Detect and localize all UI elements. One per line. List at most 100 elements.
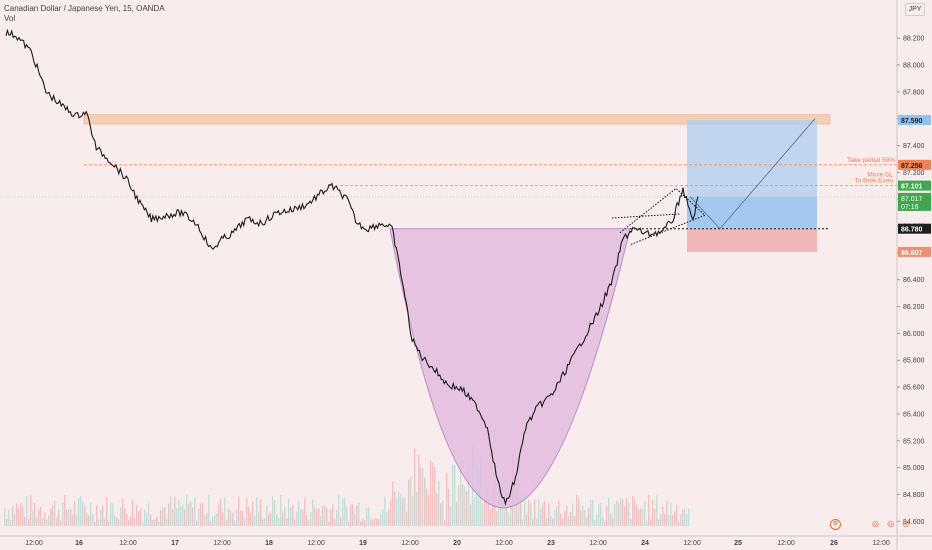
y-tick-label: 86.200 (903, 304, 925, 311)
take-profit-zone-filled (687, 196, 817, 229)
price-series (5, 28, 699, 506)
volume-bar (128, 520, 130, 526)
volume-bar (656, 495, 658, 526)
volume-bar (646, 521, 648, 526)
y-tick-label: 88.000 (903, 62, 925, 69)
symbol-title: Canadian Dollar / Japanese Yen, 15, OAND… (4, 4, 165, 13)
price-label-bg (898, 223, 931, 234)
volume-bar (94, 521, 96, 526)
volume-bar (150, 514, 152, 526)
volume-bar (430, 460, 432, 526)
y-tick-label: 87.200 (903, 170, 925, 177)
volume-bar (548, 503, 550, 526)
volume-bar (594, 519, 596, 526)
volume-bar (670, 503, 672, 526)
volume-bar (398, 491, 400, 526)
volume-bar (4, 508, 6, 526)
volume-bar (492, 487, 494, 526)
volume-bar (316, 509, 318, 526)
volume-bar (598, 504, 600, 526)
volume-bar (306, 515, 308, 526)
volume-bar (376, 518, 378, 526)
volume-bar (558, 500, 560, 526)
volume-bar (204, 516, 206, 526)
volume-bar (210, 521, 212, 526)
volume-bar (30, 495, 32, 526)
volume-bar (648, 494, 650, 526)
price-label: 86.780 (901, 227, 923, 234)
volume-bar (156, 516, 158, 526)
volume-bar (408, 479, 410, 526)
volume-bar (194, 497, 196, 526)
volume-bar (354, 513, 356, 526)
volume-bar (72, 514, 74, 526)
volume-bar (402, 498, 404, 526)
gear-icon[interactable]: ⚙ (830, 519, 841, 530)
volume-bar (34, 503, 36, 526)
volume-bar (436, 493, 438, 526)
volume-bar (32, 510, 34, 526)
volume-bar (412, 495, 414, 526)
volume-bar (274, 499, 276, 526)
volume-bar (80, 496, 82, 526)
volume-bar (192, 507, 194, 526)
volume-bar (676, 504, 678, 526)
volume-bar (186, 494, 188, 526)
volume-bar (382, 509, 384, 526)
wedge-pattern (619, 187, 706, 246)
volume-bar (404, 497, 406, 526)
volume-bar (338, 495, 340, 526)
volume-bar (604, 521, 606, 526)
y-tick-label: 84.800 (903, 492, 925, 499)
volume-bar (198, 508, 200, 526)
volume-bar (10, 519, 12, 526)
volume-bar (220, 498, 222, 526)
x-tick-label: 12:00 (777, 540, 795, 547)
volume-bar (218, 505, 220, 526)
volume-bar (414, 448, 416, 526)
clock-icon[interactable]: ◎ (887, 519, 895, 528)
volume-bar (244, 518, 246, 526)
y-tick-label: 87.400 (903, 143, 925, 150)
volume-bar (236, 509, 238, 526)
volume-bar (526, 514, 528, 526)
volume-bar (390, 500, 392, 526)
volume-bar (668, 515, 670, 526)
volume-bar (184, 509, 186, 526)
partial-annotation: Take partial 50% (847, 157, 895, 164)
volume-bar (432, 463, 434, 526)
volume-bar (312, 499, 314, 526)
volume-bar (104, 518, 106, 526)
volume-bar (264, 518, 266, 526)
volume-bar (592, 499, 594, 526)
current-price-label-bg (898, 192, 931, 211)
volume-bar (392, 481, 394, 526)
volume-bar (482, 502, 484, 526)
clock-icon[interactable]: ◎ (902, 519, 910, 528)
move-sl-annotation: Move SL (867, 172, 893, 179)
volume-bar (282, 512, 284, 526)
volume-bar (358, 502, 360, 526)
clock-icon[interactable]: ◎ (872, 519, 879, 528)
volume-bar (38, 509, 40, 526)
volume-bar (366, 508, 368, 526)
volume-bar (256, 497, 258, 526)
volume-bar (66, 509, 68, 526)
currency-badge[interactable]: JPY (905, 3, 925, 16)
volume-bar (202, 503, 204, 526)
x-tick-label: 16 (75, 540, 83, 547)
volume-bar (230, 510, 232, 526)
x-tick-label: 12:00 (119, 540, 137, 547)
volume-bar (530, 503, 532, 526)
y-tick-label: 85.400 (903, 411, 925, 418)
price-label-bg (898, 159, 931, 170)
volume-bar (314, 506, 316, 526)
timezone-controls[interactable]: ◎ ◎ ◎ (866, 519, 909, 528)
volume-bar (644, 501, 646, 526)
price-label-bg (898, 246, 931, 257)
volume-bar (182, 504, 184, 526)
volume-bar (234, 520, 236, 526)
volume-bar (294, 519, 296, 526)
volume-bar (650, 518, 652, 526)
